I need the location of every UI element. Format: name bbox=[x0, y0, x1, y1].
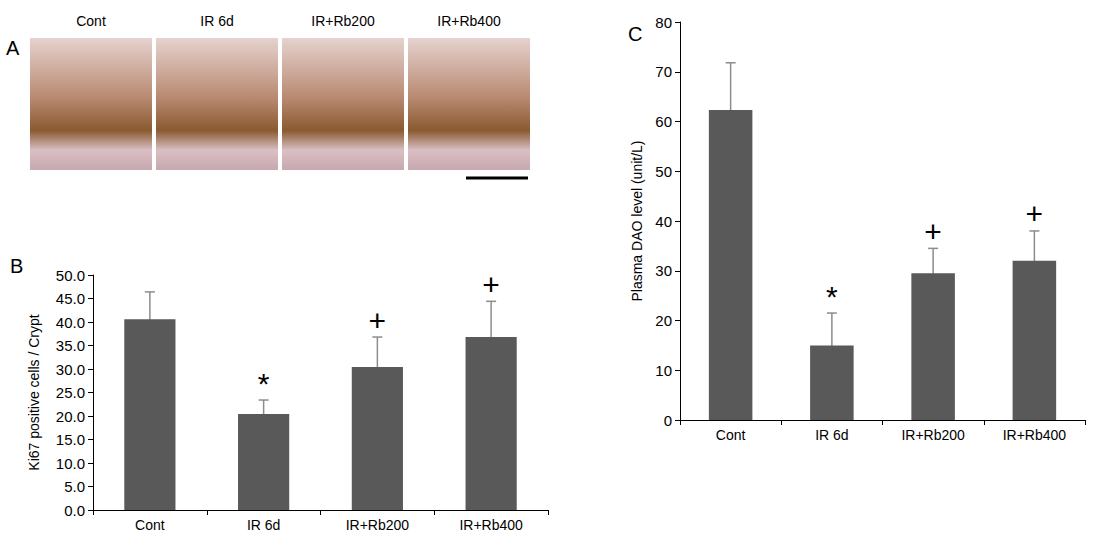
svg-text:A: A bbox=[6, 37, 20, 59]
svg-text:IR+Rb400: IR+Rb400 bbox=[1003, 427, 1067, 443]
svg-text:40: 40 bbox=[655, 213, 672, 230]
svg-text:B: B bbox=[10, 255, 23, 277]
svg-text:Cont: Cont bbox=[135, 517, 165, 533]
svg-text:50.0: 50.0 bbox=[56, 267, 85, 284]
svg-text:*: * bbox=[826, 280, 838, 313]
svg-text:Plasma DAO level (unit/L): Plasma DAO level (unit/L) bbox=[629, 140, 645, 301]
svg-text:80: 80 bbox=[655, 14, 672, 31]
svg-text:5.0: 5.0 bbox=[64, 478, 85, 495]
svg-text:*: * bbox=[258, 367, 270, 400]
svg-text:Cont: Cont bbox=[716, 427, 746, 443]
svg-text:IR 6d: IR 6d bbox=[200, 13, 233, 29]
svg-text:20.0: 20.0 bbox=[56, 408, 85, 425]
svg-text:10.0: 10.0 bbox=[56, 455, 85, 472]
svg-text:IR+Rb400: IR+Rb400 bbox=[437, 13, 501, 29]
svg-text:IR+Rb200: IR+Rb200 bbox=[346, 517, 410, 533]
svg-text:+: + bbox=[924, 215, 942, 248]
svg-text:70: 70 bbox=[655, 63, 672, 80]
svg-text:IR+Rb400: IR+Rb400 bbox=[459, 517, 523, 533]
svg-text:0: 0 bbox=[664, 412, 672, 429]
svg-text:10: 10 bbox=[655, 362, 672, 379]
svg-text:25.0: 25.0 bbox=[56, 384, 85, 401]
svg-text:+: + bbox=[369, 304, 387, 337]
svg-text:50: 50 bbox=[655, 163, 672, 180]
svg-text:45.0: 45.0 bbox=[56, 290, 85, 307]
svg-text:30: 30 bbox=[655, 262, 672, 279]
svg-text:35.0: 35.0 bbox=[56, 337, 85, 354]
svg-text:20: 20 bbox=[655, 312, 672, 329]
svg-text:C: C bbox=[628, 23, 642, 45]
svg-text:IR 6d: IR 6d bbox=[247, 517, 280, 533]
svg-text:60: 60 bbox=[655, 113, 672, 130]
svg-text:IR 6d: IR 6d bbox=[815, 427, 848, 443]
svg-text:15.0: 15.0 bbox=[56, 431, 85, 448]
svg-text:IR+Rb200: IR+Rb200 bbox=[901, 427, 965, 443]
svg-text:30.0: 30.0 bbox=[56, 361, 85, 378]
svg-text:IR+Rb200: IR+Rb200 bbox=[311, 13, 375, 29]
svg-text:+: + bbox=[482, 268, 500, 301]
svg-text:0.0: 0.0 bbox=[64, 502, 85, 519]
svg-text:40.0: 40.0 bbox=[56, 314, 85, 331]
svg-text:Cont: Cont bbox=[76, 13, 106, 29]
svg-text:+: + bbox=[1026, 197, 1044, 230]
svg-text:Ki67 positive cells / Crypt: Ki67 positive cells / Crypt bbox=[26, 314, 42, 471]
